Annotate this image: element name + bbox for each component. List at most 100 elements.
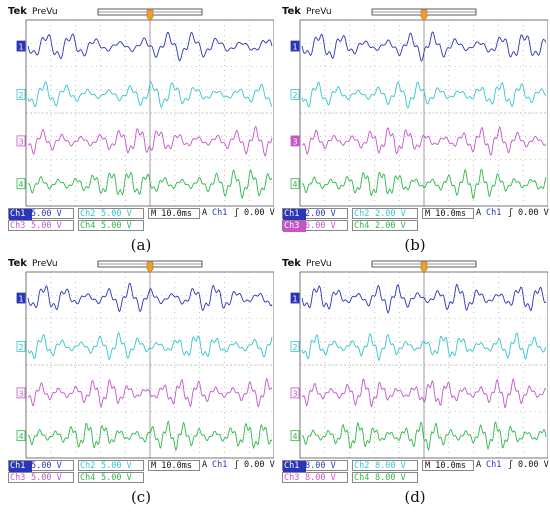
timebase-readout: M 10.0ms xyxy=(148,208,200,219)
brand-label: Tek xyxy=(8,258,27,269)
trigger-readout: A Ch1 ʃ 0.00 V xyxy=(476,208,549,219)
timebase-readout: M 10.0ms xyxy=(422,208,474,219)
channel-marker-box xyxy=(16,178,26,190)
channel-trace xyxy=(301,168,547,200)
channel-name: Ch4 xyxy=(80,473,96,483)
channel-readout: Ch4 8.00 V xyxy=(352,472,418,483)
channel-marker-label: 3 xyxy=(18,137,23,146)
channel-trace xyxy=(301,283,547,314)
channel-marker-label: 2 xyxy=(292,91,297,100)
channel-marker-label: 4 xyxy=(18,432,23,441)
channel-marker: 4 xyxy=(290,178,300,190)
panel-caption: (c) xyxy=(130,488,152,506)
trigger-slope-icon: ʃ xyxy=(508,208,514,218)
channel-marker-box xyxy=(290,387,300,399)
scope-screen: 1 2 3 4 xyxy=(290,8,548,207)
channel-readout: Ch1 5.00 V xyxy=(8,208,74,220)
channel-marker: 3 xyxy=(290,387,300,399)
channel-marker: 4 xyxy=(290,430,300,441)
channel-name: Ch1 xyxy=(283,209,306,220)
channel-marker: 2 xyxy=(290,89,300,100)
channel-scale: 5.00 V xyxy=(31,473,62,483)
channel-readout: Ch2 5.00 V xyxy=(78,460,144,471)
trigger-position-icon xyxy=(420,261,428,274)
trigger-slope-icon: ʃ xyxy=(234,460,240,470)
scope-screen: 1 2 3 4 xyxy=(16,8,274,207)
channel-name: Ch4 xyxy=(354,221,370,231)
channel-trace xyxy=(27,31,273,62)
channel-marker-box xyxy=(290,135,300,147)
channel-marker: 2 xyxy=(290,341,300,352)
trigger-readout: A Ch1 ʃ 0.00 V xyxy=(476,460,549,471)
channel-trace xyxy=(301,31,547,62)
channel-readout: Ch1 2.00 V xyxy=(282,208,348,220)
trigger-position-icon xyxy=(146,261,154,274)
scope-screen: 1 2 3 4 xyxy=(16,260,274,459)
channel-marker: 4 xyxy=(16,178,26,190)
channel-scale: 5.00 V xyxy=(101,209,132,219)
channel-name: Ch3 xyxy=(10,221,26,231)
channel-readout: Ch3 5.00 V xyxy=(8,472,74,483)
channel-readout: Ch1 8.00 V xyxy=(282,460,348,472)
channel-trace xyxy=(27,168,273,199)
channel-scale: 2.00 V xyxy=(305,209,336,219)
channel-readout: Ch2 2.00 V xyxy=(352,208,418,219)
channel-trace xyxy=(302,126,547,156)
graticule-grid xyxy=(300,272,548,458)
channel-scale: 8.00 V xyxy=(375,461,406,471)
channel-name: Ch3 xyxy=(10,473,26,483)
channel-marker-label: 3 xyxy=(292,389,297,398)
channel-trace xyxy=(27,282,273,313)
trigger-source: Ch1 xyxy=(212,208,228,218)
channel-scale: 5.00 V xyxy=(31,221,62,231)
graticule-grid xyxy=(26,272,274,458)
mode-label: PreVu xyxy=(306,259,332,269)
channel-readout: Ch2 8.00 V xyxy=(352,460,418,471)
trigger-readout: A Ch1 ʃ 0.00 V xyxy=(202,208,275,219)
channel-readout: Ch3 6.00 V xyxy=(282,220,348,232)
channel-readout: Ch2 5.00 V xyxy=(78,208,144,219)
panel-caption: (d) xyxy=(404,488,426,506)
brand-label: Tek xyxy=(282,258,301,269)
channel-trace xyxy=(27,126,273,157)
channel-scale: 8.00 V xyxy=(305,473,336,483)
channel-name: Ch2 xyxy=(80,209,96,219)
trigger-level: 0.00 V xyxy=(244,208,275,218)
channel-marker-box xyxy=(290,178,300,190)
trigger-mode: A xyxy=(476,460,482,470)
channel-marker-box xyxy=(16,89,26,100)
channel-marker-box xyxy=(16,430,26,442)
channel-marker-label: 2 xyxy=(292,343,297,352)
channel-scale: 2.00 V xyxy=(375,221,406,231)
channel-marker-box xyxy=(290,89,300,100)
channel-marker: 2 xyxy=(16,341,26,352)
channel-readout: Ch3 8.00 V xyxy=(282,472,348,483)
channel-trace xyxy=(301,420,547,452)
channel-name: Ch3 xyxy=(283,221,306,232)
brand-label: Tek xyxy=(282,6,301,17)
timebase-value: M 10.0ms xyxy=(425,209,466,219)
channel-trace xyxy=(301,332,547,362)
timebase-readout: M 10.0ms xyxy=(422,460,474,471)
channel-name: Ch4 xyxy=(80,221,96,231)
trigger-source: Ch1 xyxy=(486,460,502,470)
channel-name: Ch1 xyxy=(9,209,32,220)
readout-bar: Ch1 5.00 V Ch2 5.00 V Ch3 5.00 V Ch4 5.00 V M 10… xyxy=(8,208,275,232)
channel-marker-box xyxy=(16,135,26,147)
channel-scale: 8.00 V xyxy=(375,473,406,483)
mode-label: PreVu xyxy=(32,259,58,269)
channel-marker-label: 4 xyxy=(292,432,297,441)
trigger-source: Ch1 xyxy=(212,460,228,470)
channel-name: Ch1 xyxy=(9,461,32,472)
trigger-level: 0.00 V xyxy=(518,460,549,470)
mode-label: PreVu xyxy=(306,7,332,17)
trigger-mode: A xyxy=(476,208,482,218)
trigger-source: Ch1 xyxy=(486,208,502,218)
channel-readout: Ch4 5.00 V xyxy=(78,472,144,483)
